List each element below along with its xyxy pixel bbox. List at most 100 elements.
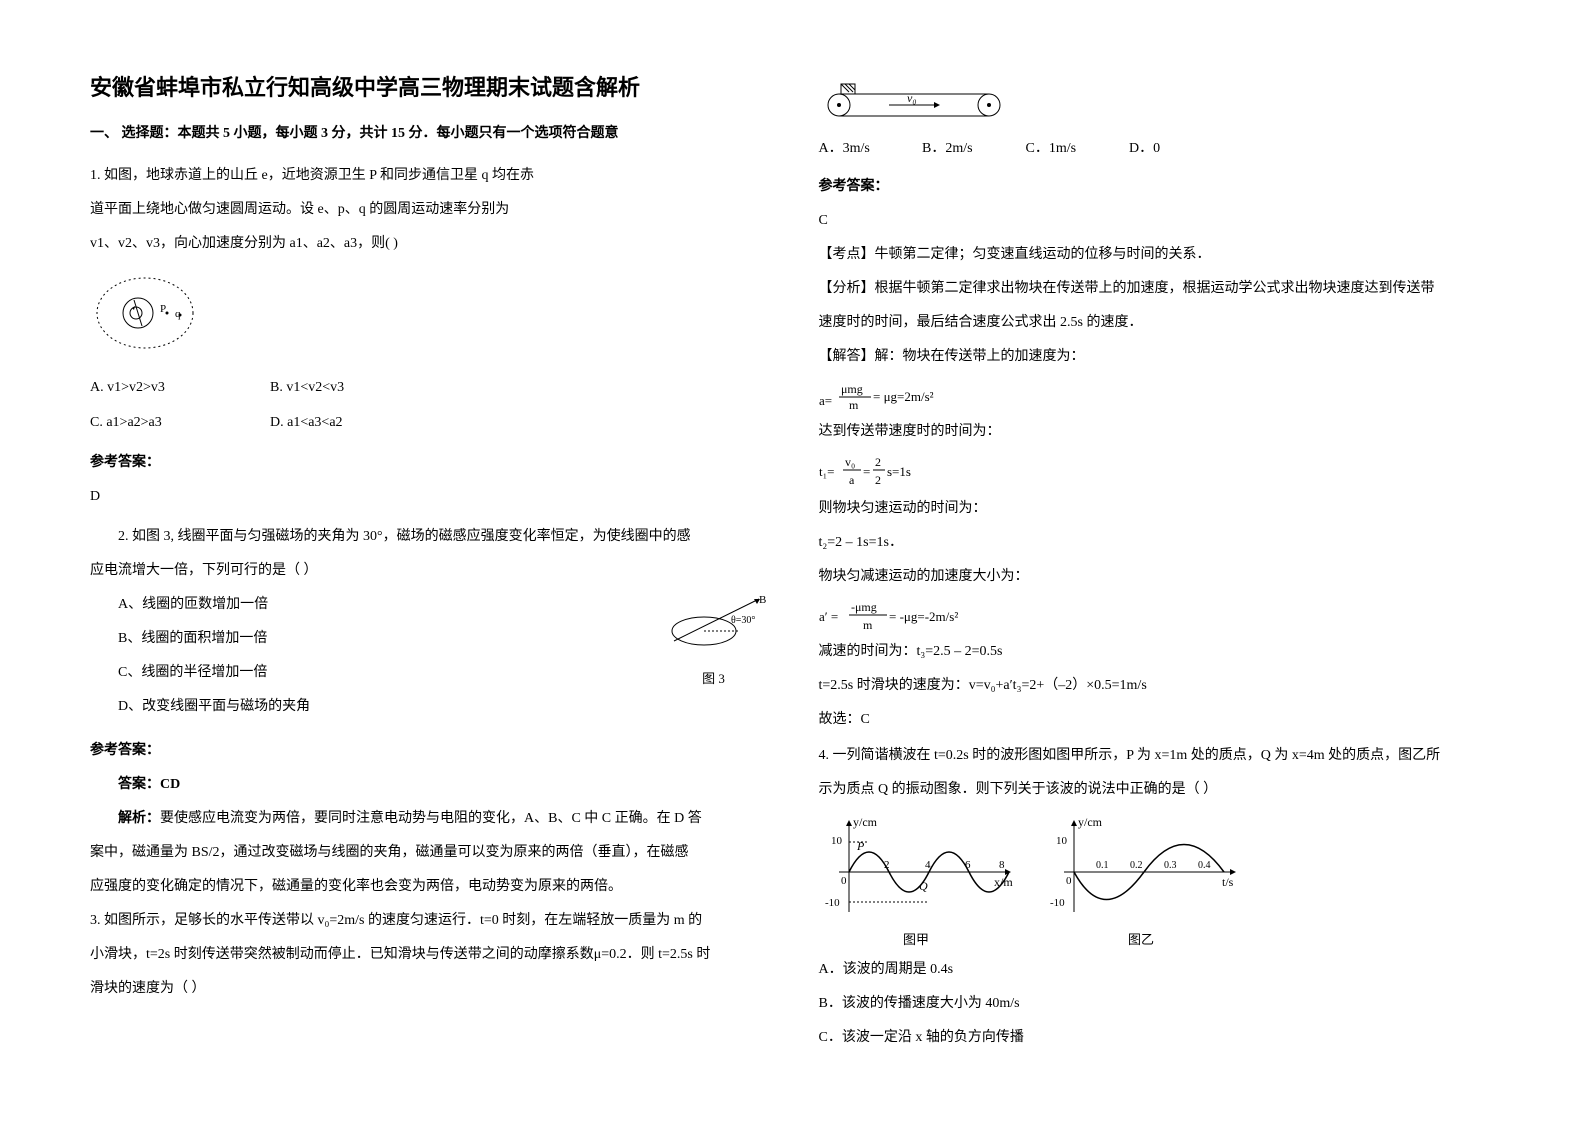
left-column: 安徽省蚌埠市私立行知高级中学高三物理期末试题含解析 一、 选择题：本题共 5 小… (90, 70, 769, 1052)
svg-text:0.4: 0.4 (1198, 860, 1211, 871)
formula-icon: a′ = -μmg m = -μg=-2m/s² (819, 597, 1019, 633)
svg-text:m: m (863, 618, 873, 632)
svg-text:μmg: μmg (841, 382, 863, 396)
q2-explain: 案中，磁通量为 BS/2，通过改变磁场与线圈的夹角，磁通量可以变为原来的两倍（垂… (90, 839, 769, 867)
q2-explain: 解析：要使感应电流变为两倍，要同时注意电动势与电阻的变化，A、B、C 中 C 正… (90, 805, 769, 833)
svg-text:v₀: v₀ (907, 91, 917, 105)
svg-text:v₀: v₀ (845, 455, 855, 469)
svg-text:-10: -10 (1050, 897, 1065, 909)
q2-fig-label: 图 3 (659, 668, 769, 687)
q3-formula: t₂=2 – 1s=1s． (819, 529, 1498, 557)
svg-text:-10: -10 (825, 897, 840, 909)
q3-optD: D．0 (1129, 135, 1229, 163)
svg-text:= μg=2m/s²: = μg=2m/s² (873, 389, 934, 404)
formula-icon: t₁= v₀ a = 2 2 s=1s (819, 452, 969, 490)
svg-text:s=1s: s=1s (887, 464, 911, 479)
svg-text:-μmg: -μmg (851, 600, 877, 614)
fig-label: 图甲 (819, 929, 1014, 948)
q3-fenxi: 速度时的时间，最后结合速度公式求出 2.5s 的速度． (819, 309, 1498, 337)
svg-text:P: P (856, 839, 865, 853)
svg-text:10: 10 (1056, 835, 1068, 847)
q1-stem-line: v1、v2、v3，向心加速度分别为 a1、a2、a3，则( ) (90, 230, 769, 258)
svg-text:= -μg=-2m/s²: = -μg=-2m/s² (889, 609, 958, 624)
q3-line: 故选：C (819, 706, 1498, 734)
q3-formula-4: a′ = -μmg m = -μg=-2m/s² (819, 597, 1498, 638)
q2-stem: 应电流增大一倍，下列可行的是（ ） (90, 557, 769, 585)
svg-text:a′ =: a′ = (819, 609, 838, 624)
q3-line: 物块匀减速运动的加速度大小为： (819, 563, 1498, 591)
q3-formula-1: a= μmg m = μg=2m/s² (819, 377, 1498, 418)
q4-figures: y/cm x/m 10 -10 2 4 6 8 P Q 0 图甲 (819, 812, 1498, 948)
q3-optA: A．3m/s (819, 135, 919, 163)
answer-label: 参考答案： (90, 737, 769, 765)
q4-stem: 4. 一列简谐横波在 t=0.2s 时的波形图如图甲所示，P 为 x=1m 处的… (819, 742, 1498, 770)
svg-text:B: B (759, 594, 766, 606)
q3-figure: v₀ (819, 80, 1498, 125)
q1-figure: P q (90, 268, 769, 363)
q1-stem-line: 道平面上绕地心做匀速圆周运动。设 e、p、q 的圆周运动速率分别为 (90, 196, 769, 224)
vibration-graph-icon: y/cm t/s 10 -10 0.1 0.2 0.3 0.4 0 (1044, 812, 1239, 922)
svg-text:0: 0 (841, 875, 847, 887)
q2-explain: 应强度的变化确定的情况下，磁通量的变化率也会变为两倍，电动势变为原来的两倍。 (90, 873, 769, 901)
svg-text:8: 8 (999, 859, 1005, 871)
q3-optB: B．2m/s (922, 135, 1022, 163)
section-head: 一、 选择题：本题共 5 小题，每小题 3 分，共计 15 分．每小题只有一个选… (90, 120, 769, 148)
q1-optC: C. a1>a2>a3 (90, 408, 230, 439)
svg-text:10: 10 (831, 835, 843, 847)
q1-stem-line: 1. 如图，地球赤道上的山丘 e，近地资源卫生 P 和同步通信卫星 q 均在赤 (90, 162, 769, 190)
q3-stem: 小滑块，t=2s 时刻传送带突然被制动而停止．已知滑块与传送带之间的动摩擦系数μ… (90, 941, 769, 969)
q4-optA: A．该波的周期是 0.4s (819, 956, 1498, 984)
svg-text:a: a (849, 473, 855, 487)
q1-optB: B. v1<v2<v3 (270, 373, 410, 404)
earth-orbit-icon: P q (90, 268, 210, 358)
q3-answer: C (819, 207, 1498, 235)
q2-stem: 2. 如图 3, 线圈平面与匀强磁场的夹角为 30°，磁场的磁感应强度变化率恒定… (90, 523, 769, 551)
page-title: 安徽省蚌埠市私立行知高级中学高三物理期末试题含解析 (90, 70, 769, 102)
q4-optC: C．该波一定沿 x 轴的负方向传播 (819, 1024, 1498, 1052)
q3-formula-2: t₁= v₀ a = 2 2 s=1s (819, 452, 1498, 495)
q3-fenxi: 【分析】根据牛顿第二定律求出物块在传送带上的加速度，根据运动学公式求出物块速度达… (819, 275, 1498, 303)
coil-angle-icon: B θ=30° (659, 591, 769, 661)
q4-fig1: y/cm x/m 10 -10 2 4 6 8 P Q 0 图甲 (819, 812, 1014, 948)
q1-answer: D (90, 483, 769, 511)
q1-optD: D. a1<a3<a2 (270, 408, 410, 439)
formula-icon: a= μmg m = μg=2m/s² (819, 377, 989, 413)
svg-text:6: 6 (965, 859, 971, 871)
q4-optB: B．该波的传播速度大小为 40m/s (819, 990, 1498, 1018)
q3-line: 达到传送带速度时的时间为： (819, 418, 1498, 446)
svg-text:0.2: 0.2 (1130, 860, 1143, 871)
svg-text:0.1: 0.1 (1096, 860, 1109, 871)
q1-optA: A. v1>v2>v3 (90, 373, 230, 404)
right-column: v₀ A．3m/s B．2m/s C．1m/s D．0 参考答案： C 【考点】… (819, 70, 1498, 1052)
q3-line: 减速的时间为：t₃=2.5 – 2=0.5s (819, 638, 1498, 666)
svg-text:=: = (863, 464, 870, 479)
fig-label: 图乙 (1044, 929, 1239, 948)
q4-stem: 示为质点 Q 的振动图象．则下列关于该波的说法中正确的是（ ） (819, 776, 1498, 804)
svg-text:P: P (160, 303, 166, 315)
svg-text:m: m (849, 398, 859, 412)
q3-stem: 滑块的速度为（ ） (90, 975, 769, 1003)
q3-options: A．3m/s B．2m/s C．1m/s D．0 (819, 135, 1498, 163)
svg-text:4: 4 (925, 859, 931, 871)
answer-label: 参考答案： (90, 449, 769, 477)
answer-label: 参考答案： (819, 173, 1498, 201)
q3-stem: 3. 如图所示，足够长的水平传送带以 v₀=2m/s 的速度匀速运行．t=0 时… (90, 907, 769, 935)
svg-text:θ=30°: θ=30° (731, 615, 755, 626)
svg-text:2: 2 (875, 455, 881, 469)
svg-text:2: 2 (875, 473, 881, 487)
q3-kaodian: 【考点】牛顿第二定律；匀变速直线运动的位移与时间的关系． (819, 241, 1498, 269)
svg-text:y/cm: y/cm (853, 815, 878, 829)
q2-figure: B θ=30° 图 3 (659, 591, 769, 687)
svg-text:0.3: 0.3 (1164, 860, 1177, 871)
q1-options: A. v1>v2>v3 B. v1<v2<v3 C. a1>a2>a3 D. a… (90, 373, 769, 439)
svg-text:0: 0 (1066, 875, 1072, 887)
svg-text:Q: Q (919, 879, 928, 893)
conveyor-belt-icon: v₀ (819, 80, 1019, 120)
svg-text:t₁=: t₁= (819, 464, 834, 479)
wave-graph-icon: y/cm x/m 10 -10 2 4 6 8 P Q 0 (819, 812, 1014, 922)
svg-text:y/cm: y/cm (1078, 815, 1103, 829)
svg-text:t/s: t/s (1222, 875, 1234, 889)
q3-jieda: 【解答】解：物块在传送带上的加速度为： (819, 343, 1498, 371)
q3-optC: C．1m/s (1026, 135, 1126, 163)
q2-answer: 答案：CD (118, 771, 769, 799)
